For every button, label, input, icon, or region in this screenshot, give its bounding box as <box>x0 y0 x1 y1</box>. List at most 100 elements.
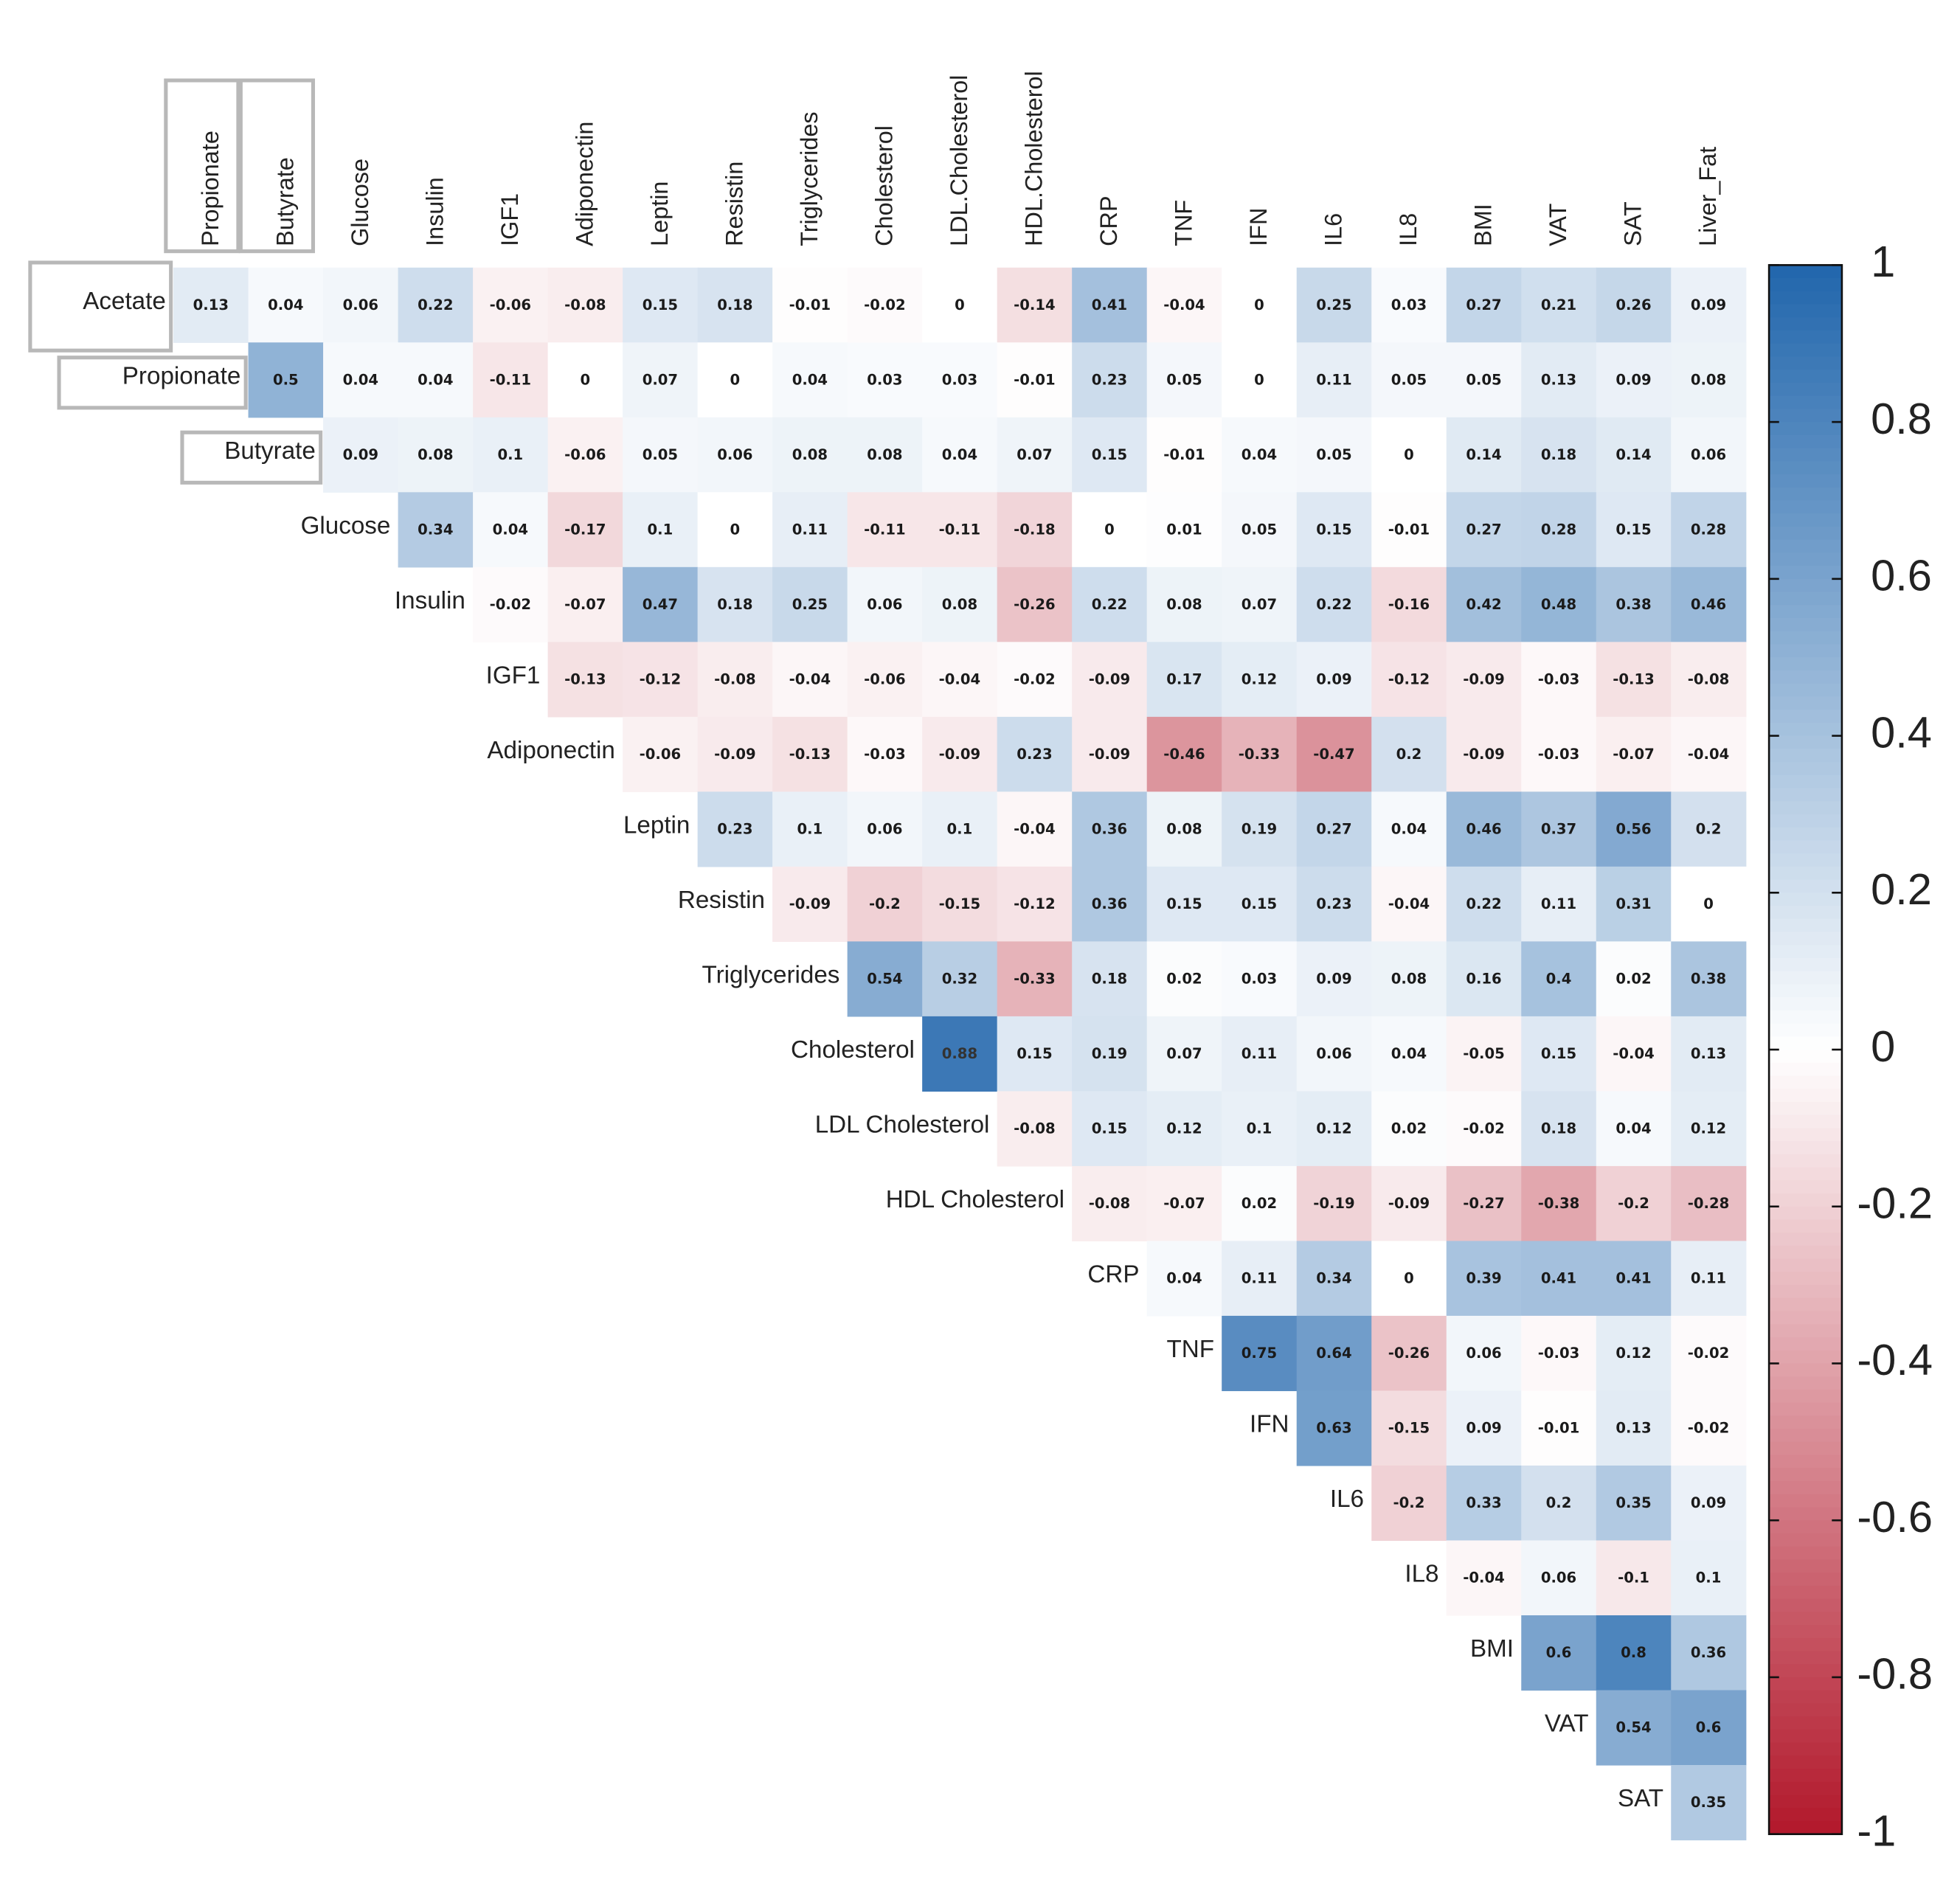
heatmap-cell <box>1146 941 1222 1017</box>
heatmap-cell <box>997 716 1073 792</box>
heatmap-cell <box>1671 1615 1747 1691</box>
cell-value: 0 <box>581 371 591 388</box>
heatmap-cell <box>1296 1091 1372 1167</box>
cell-value: -0.08 <box>1089 1195 1130 1212</box>
heatmap-cell <box>473 267 549 343</box>
heatmap-cell <box>997 642 1073 718</box>
cell-value: -0.11 <box>939 521 980 538</box>
cell-value: 0.04 <box>1391 1045 1427 1062</box>
colorbar-segment <box>1769 840 1842 854</box>
cell-value: 0.03 <box>942 371 977 388</box>
cell-value: 0.21 <box>1541 297 1576 313</box>
colorbar-segment <box>1769 1585 1842 1600</box>
row-highlight-box <box>57 356 248 410</box>
heatmap-cell <box>1146 417 1222 493</box>
colorbar-segment <box>1769 291 1842 305</box>
heatmap-cell <box>1072 1091 1148 1167</box>
heatmap-cell <box>997 492 1073 568</box>
heatmap-cell <box>1371 866 1447 942</box>
cell-value: 0.02 <box>1391 1120 1427 1137</box>
colorbar-segment <box>1769 474 1842 488</box>
heatmap-cell <box>1371 267 1447 343</box>
heatmap-cell <box>1146 1016 1222 1092</box>
heatmap-cell <box>1072 941 1148 1017</box>
cell-value: 0.22 <box>418 297 453 313</box>
colorbar-segment <box>1769 801 1842 815</box>
cell-value: 0.15 <box>1092 1120 1127 1137</box>
heatmap-cell <box>1521 866 1597 942</box>
heatmap-cell <box>398 342 474 418</box>
colorbar-segment <box>1769 984 1842 998</box>
cell-value: 0.37 <box>1541 820 1576 837</box>
cell-value: 0.75 <box>1242 1345 1277 1362</box>
colorbar-segment <box>1769 1402 1842 1417</box>
heatmap-cell <box>1596 342 1672 418</box>
heatmap-cell <box>997 941 1073 1017</box>
heatmap-cell <box>1446 1315 1522 1392</box>
heatmap-cell <box>1446 267 1522 343</box>
colorbar-tick-label: 1 <box>1871 237 1895 286</box>
cell-value: 0.15 <box>1616 521 1651 538</box>
cell-value: 0.07 <box>643 371 678 388</box>
colorbar-segment <box>1769 1337 1842 1351</box>
heatmap-cell <box>922 1016 998 1092</box>
colorbar-segment <box>1769 448 1842 462</box>
colorbar-segment <box>1769 1703 1842 1717</box>
cell-value: -0.03 <box>1538 670 1579 687</box>
cell-value: 0.88 <box>942 1045 977 1062</box>
row-label: CRP <box>1087 1261 1139 1289</box>
colorbar-segment <box>1769 356 1842 370</box>
cell-value: 0.03 <box>1242 970 1277 987</box>
column-label: IL8 <box>1395 213 1421 246</box>
cell-value: 0.19 <box>1242 820 1277 837</box>
row-label: IL8 <box>1405 1561 1438 1588</box>
colorbar-segment <box>1769 1141 1842 1155</box>
column-label: IFN <box>1245 208 1272 246</box>
colorbar-segment <box>1769 853 1842 867</box>
heatmap-cell <box>623 417 699 493</box>
cell-value: 0.05 <box>1166 371 1202 388</box>
colorbar-segment <box>1769 1062 1842 1077</box>
heatmap-cell <box>847 492 923 568</box>
cell-value: 0.16 <box>1466 970 1501 987</box>
heatmap-cell <box>1671 1465 1747 1542</box>
cell-value: -0.08 <box>564 297 606 313</box>
colorbar-segment <box>1769 1677 1842 1691</box>
heatmap-cell <box>1671 1315 1747 1392</box>
heatmap-cell <box>1446 866 1522 942</box>
colorbar-segment <box>1769 1625 1842 1639</box>
heatmap-cell <box>1446 342 1522 418</box>
colorbar-tick-label: 0.2 <box>1871 864 1932 914</box>
cell-value: 0.18 <box>1541 446 1576 463</box>
colorbar-segment <box>1769 1690 1842 1705</box>
colorbar-segment <box>1769 997 1842 1011</box>
heatmap-cell <box>1671 1390 1747 1466</box>
colorbar-segment <box>1769 735 1842 750</box>
heatmap-cell <box>1371 1241 1447 1317</box>
colorbar-segment <box>1769 1154 1842 1168</box>
heatmap-cell <box>1146 791 1222 867</box>
heatmap-cell <box>1596 492 1672 568</box>
cell-value: 0.4 <box>1546 970 1572 987</box>
column-label: Glucose <box>347 159 373 246</box>
cell-value: -0.09 <box>789 895 831 912</box>
highlight-boxes <box>28 78 323 485</box>
cell-value: 0.22 <box>1466 895 1501 912</box>
colorbar-segment <box>1769 892 1842 906</box>
column-label: SAT <box>1620 201 1646 246</box>
cell-value: -0.02 <box>1463 1120 1504 1137</box>
heatmap-cell <box>697 492 773 568</box>
cell-value: -0.01 <box>789 297 831 313</box>
cell-value: 0.09 <box>1616 371 1651 388</box>
colorbar-tick-label: -0.4 <box>1857 1335 1933 1384</box>
cell-value: 0.04 <box>942 446 977 463</box>
heatmap-cell <box>922 492 998 568</box>
colorbar-segment <box>1769 487 1842 502</box>
heatmap-cell <box>1521 417 1597 493</box>
cell-value: -0.26 <box>1014 596 1055 613</box>
cell-value: 0.25 <box>1316 297 1351 313</box>
colorbar-segment <box>1769 1219 1842 1234</box>
cell-value: 0.02 <box>1166 970 1202 987</box>
heatmap-cell <box>1596 941 1672 1017</box>
